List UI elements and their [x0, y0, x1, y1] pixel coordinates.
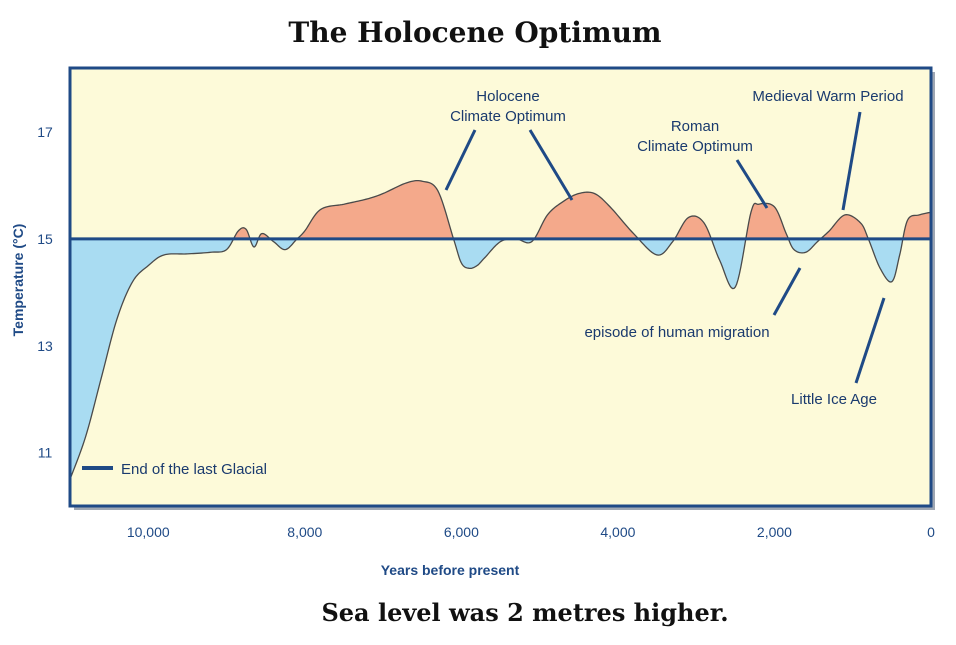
warm-anomaly-area [233, 180, 931, 239]
pointer-holocene [444, 129, 477, 191]
annotation-roman: Roman Climate Optimum [637, 118, 753, 155]
x-tick-label: 8,000 [287, 524, 322, 540]
annotation-pointers [444, 111, 886, 384]
annotation-little-ice-age: Little Ice Age [791, 391, 877, 408]
annotation-roman-line1: Roman [671, 118, 719, 135]
annotation-migration: episode of human migration [584, 324, 769, 341]
y-axis-label: Temperature (°C) [10, 224, 26, 337]
annotation-holocene: Holocene Climate Optimum [450, 88, 566, 125]
y-tick-label: 13 [37, 338, 53, 354]
y-axis-ticks: 17 15 13 11 [37, 124, 53, 460]
legend-label: End of the last Glacial [121, 461, 267, 478]
annotation-holocene-line2: Climate Optimum [450, 108, 566, 125]
x-axis-ticks: 10,000 8,000 6,000 4,000 2,000 0 [127, 524, 935, 540]
annotation-medieval: Medieval Warm Period [752, 88, 903, 105]
plot-border [68, 66, 933, 508]
chart-subtitle: Sea level was 2 metres higher. [321, 598, 728, 627]
plot-area [68, 66, 935, 510]
y-tick-label: 17 [37, 124, 53, 140]
x-tick-label: 6,000 [444, 524, 479, 540]
pointer-roman [735, 159, 769, 209]
x-axis-label: Years before present [381, 562, 520, 578]
x-tick-label: 0 [927, 524, 935, 540]
plot-background [70, 68, 931, 506]
annotation-holocene-line1: Holocene [476, 88, 539, 105]
y-tick-label: 11 [38, 445, 53, 461]
x-tick-label: 4,000 [600, 524, 635, 540]
pointer-migration [772, 267, 802, 316]
pointer-medieval [841, 111, 862, 211]
pointer-holocene-right [528, 129, 574, 201]
chart-title: The Holocene Optimum [288, 16, 661, 49]
y-tick-label: 15 [37, 231, 53, 247]
x-tick-label: 2,000 [757, 524, 792, 540]
annotation-roman-line2: Climate Optimum [637, 138, 753, 155]
legend: End of the last Glacial [82, 461, 267, 478]
pointer-little-ice-age [854, 297, 886, 384]
x-tick-label: 10,000 [127, 524, 170, 540]
